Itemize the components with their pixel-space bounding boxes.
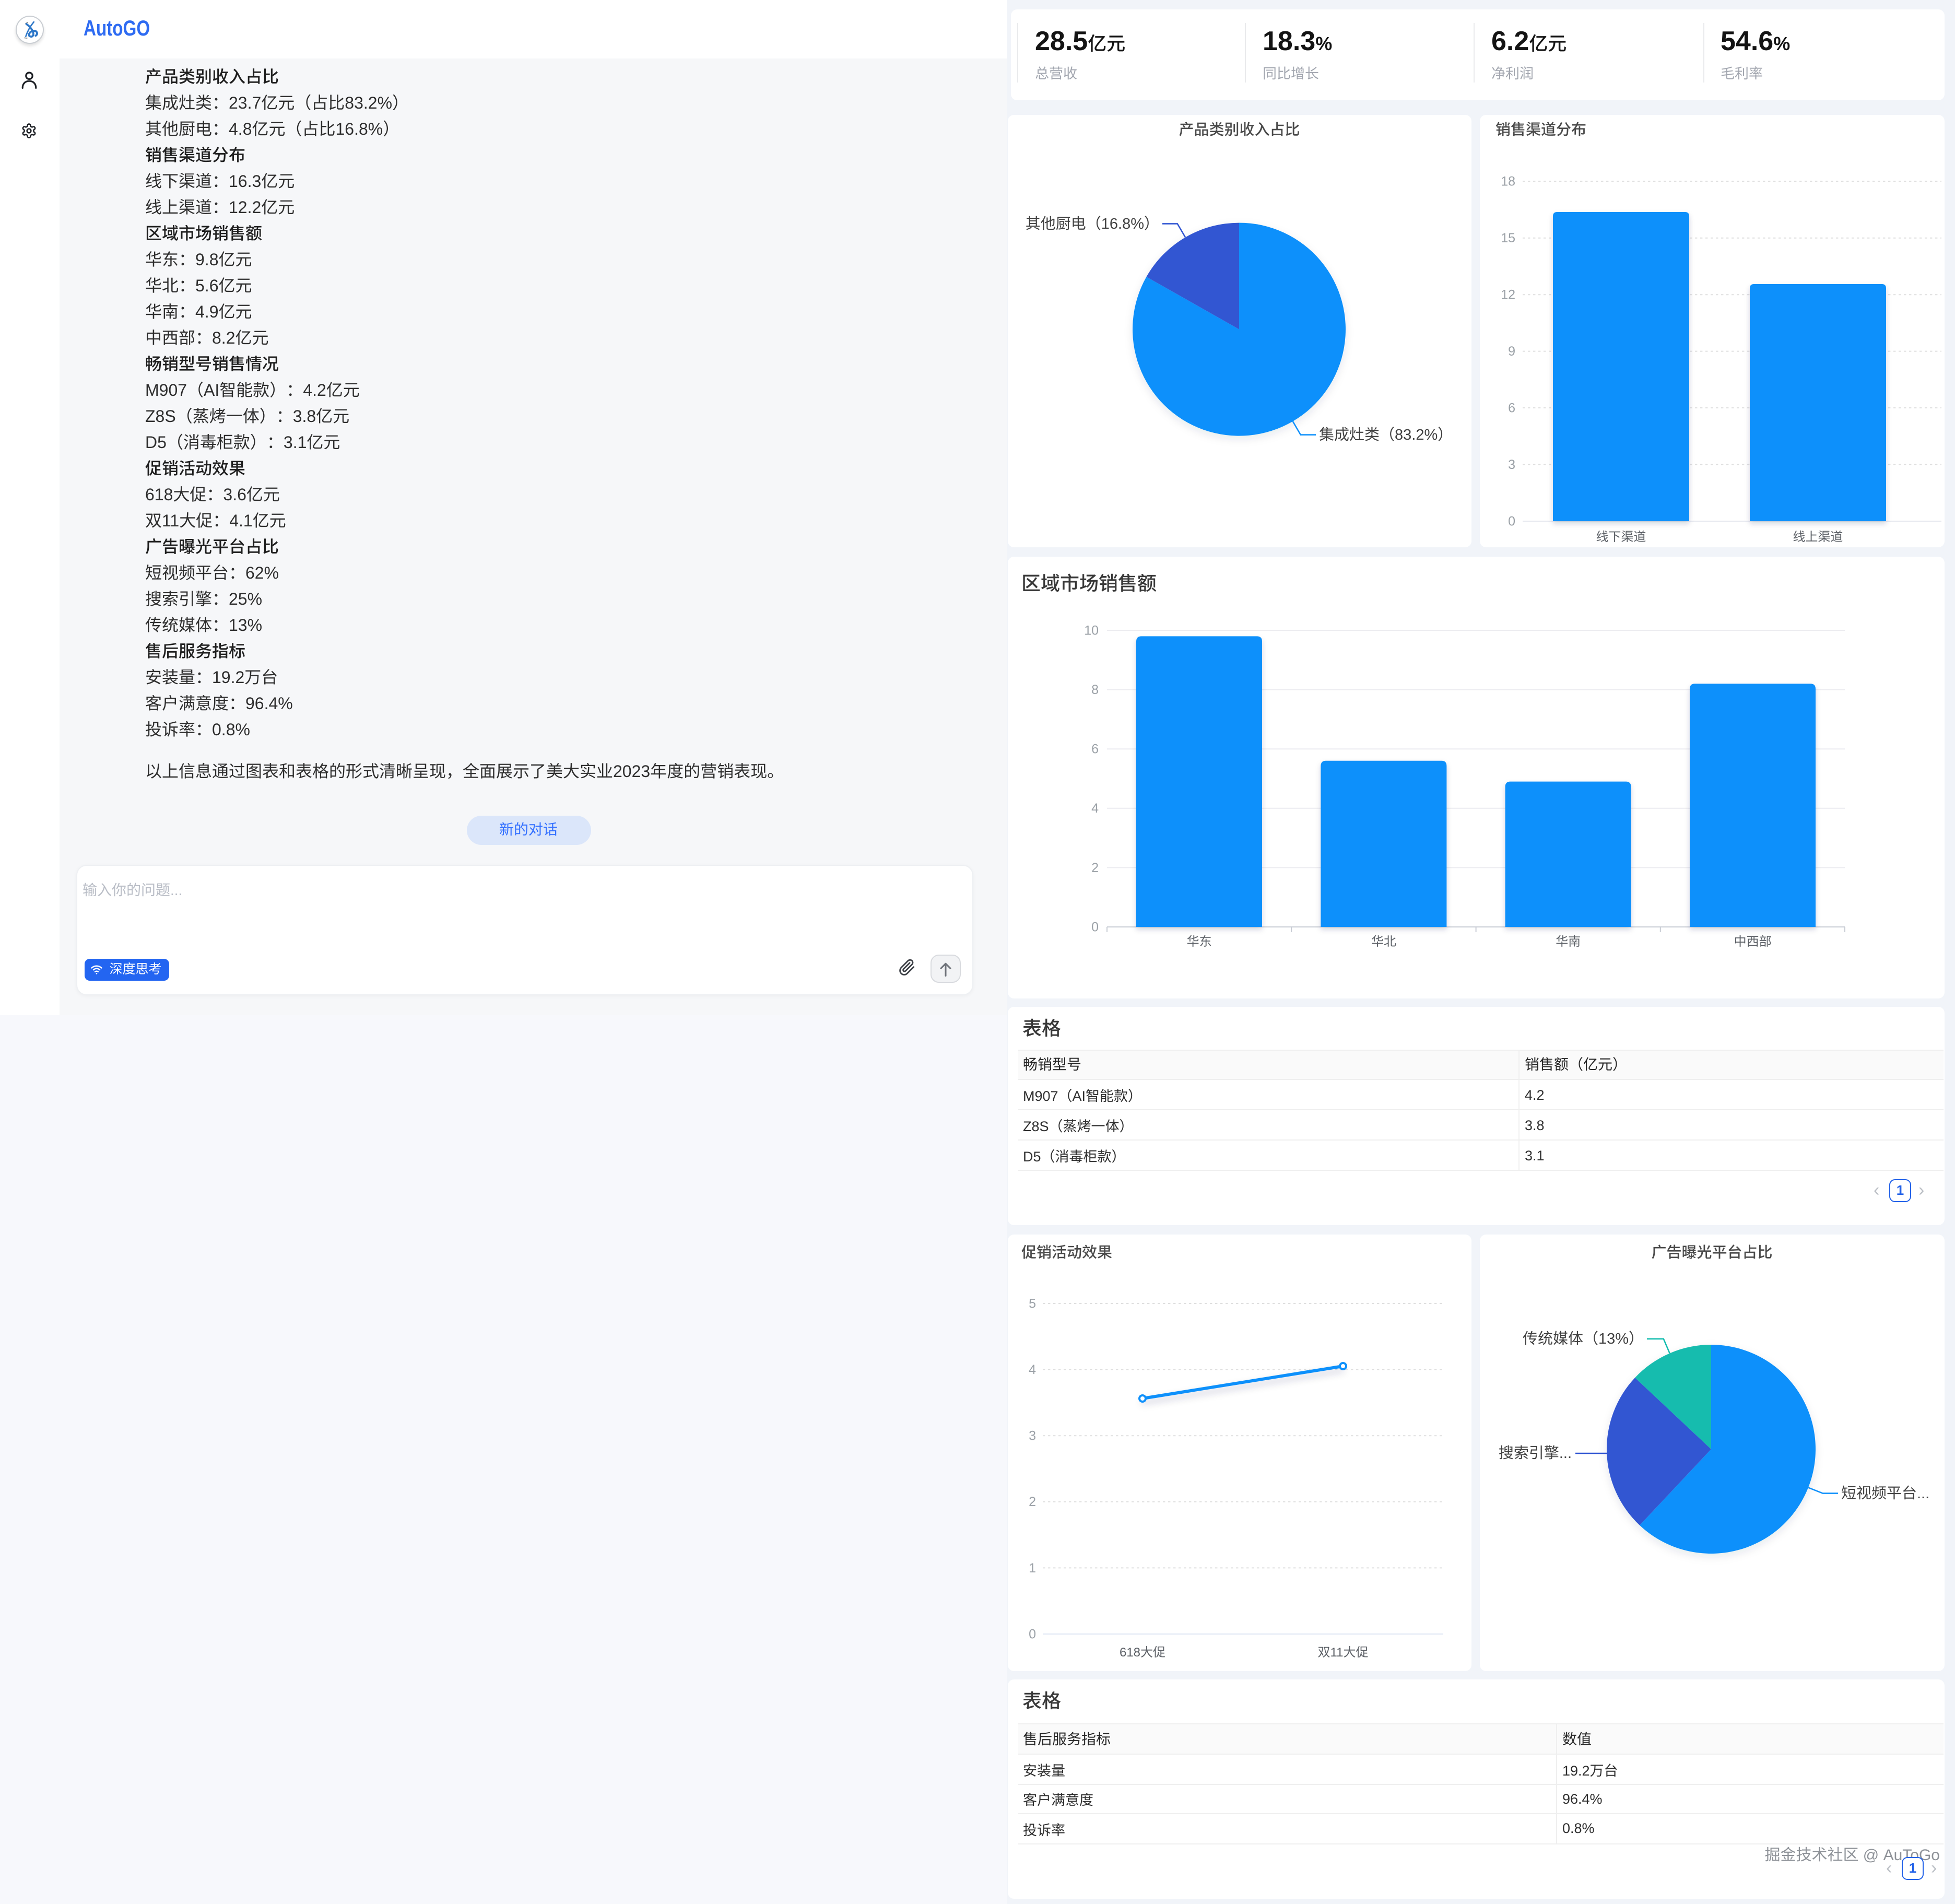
- svg-text:4: 4: [1029, 1362, 1036, 1377]
- svg-text:短视频平台...: 短视频平台...: [1841, 1485, 1929, 1502]
- svg-text:华南: 华南: [1556, 934, 1581, 948]
- svg-text:18: 18: [1501, 174, 1515, 189]
- svg-text:4: 4: [1091, 801, 1099, 815]
- svg-text:3: 3: [1029, 1429, 1036, 1443]
- svg-text:0: 0: [1508, 514, 1515, 528]
- svg-text:1: 1: [1029, 1561, 1036, 1576]
- svg-text:2: 2: [1091, 860, 1099, 875]
- svg-text:12: 12: [1501, 288, 1515, 302]
- svg-text:集: 集: [721, 0, 736, 12]
- svg-text:双11大促: 双11大促: [1318, 1646, 1369, 1660]
- svg-text:6: 6: [1091, 742, 1099, 756]
- svg-text:5: 5: [1029, 1296, 1036, 1311]
- svg-text:线上渠道: 线上渠道: [1793, 530, 1843, 544]
- svg-text:2: 2: [1029, 1495, 1036, 1509]
- svg-text:9: 9: [1508, 344, 1515, 359]
- svg-text:搜索引擎...: 搜索引擎...: [1499, 1445, 1572, 1462]
- svg-text:传统媒体（13%）: 传统媒体（13%）: [1523, 1331, 1644, 1347]
- svg-text:618大促: 618大促: [1120, 1646, 1165, 1660]
- svg-text:8: 8: [1091, 682, 1099, 697]
- svg-text:15: 15: [1501, 231, 1515, 245]
- svg-text:中西部: 中西部: [1734, 934, 1772, 948]
- svg-text:0: 0: [1091, 919, 1099, 934]
- svg-text:0: 0: [1029, 1627, 1036, 1641]
- svg-text:线下渠道: 线下渠道: [1596, 530, 1646, 544]
- svg-text:10: 10: [1084, 622, 1099, 637]
- svg-text:其他厨电（16.8%）: 其他厨电（16.8%）: [1026, 216, 1159, 232]
- svg-text:6: 6: [1508, 401, 1515, 415]
- svg-text:集成灶类（83.2%）: 集成灶类（83.2%）: [1319, 427, 1453, 443]
- svg-text:华北: 华北: [1371, 934, 1396, 948]
- svg-text:3: 3: [1508, 457, 1515, 472]
- svg-text:华东: 华东: [1187, 934, 1212, 948]
